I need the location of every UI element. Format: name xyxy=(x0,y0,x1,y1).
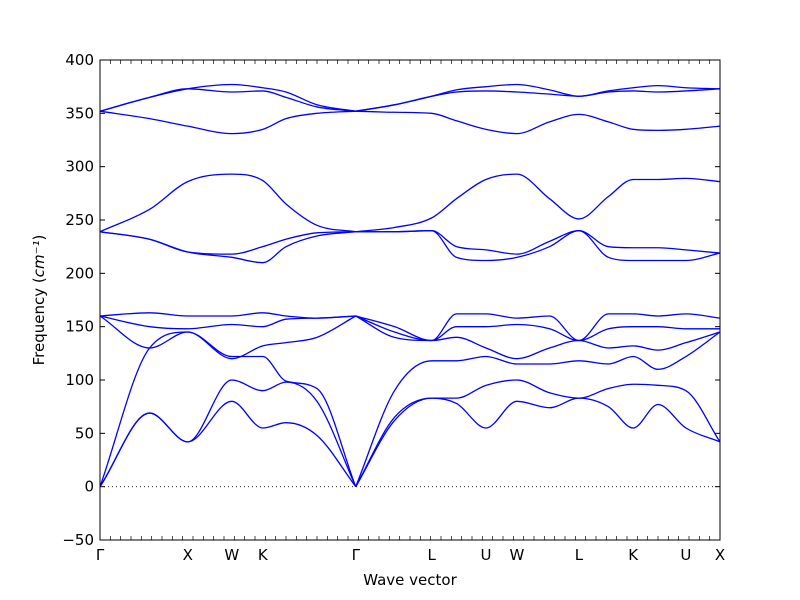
plot-frame xyxy=(99,59,721,541)
y-axis-label-unit-close: ) xyxy=(30,235,48,241)
y-tick-label: 100 xyxy=(65,371,94,389)
x-tick-label: Γ xyxy=(96,546,105,564)
x-tick-label: X xyxy=(715,546,725,564)
band-line-5 xyxy=(99,315,721,342)
band-line-11 xyxy=(99,88,721,112)
band-line-6 xyxy=(99,312,721,342)
y-tick-label: 250 xyxy=(65,211,94,229)
band-line-8 xyxy=(99,230,721,255)
x-tick-label: K xyxy=(258,546,269,564)
y-tick-label: 0 xyxy=(84,478,94,496)
y-tick-label: 150 xyxy=(65,318,94,336)
band-line-12 xyxy=(99,83,721,112)
band-line-7 xyxy=(99,230,721,264)
band-line-9 xyxy=(99,173,721,233)
y-axis-label-text: Frequency xyxy=(30,288,48,366)
band-line-2 xyxy=(99,379,721,488)
band-line-10 xyxy=(99,110,721,135)
y-tick-label: 200 xyxy=(65,264,94,282)
x-tick-label: W xyxy=(510,546,525,564)
y-tick-label: 350 xyxy=(65,104,94,122)
tick-layer: −50 0 50 100 150 200 250 300 350 400 Γ X W K Γ L U W L K U X xyxy=(62,51,725,564)
band-line-1 xyxy=(99,397,721,488)
band-line-3 xyxy=(99,331,721,487)
y-tick-label: 50 xyxy=(75,424,94,442)
y-axis-label-unit: cm⁻¹ xyxy=(30,240,48,277)
x-tick-label: Γ xyxy=(352,546,361,564)
y-axis-label: Frequency (cm⁻¹) xyxy=(30,235,48,366)
x-tick-label: X xyxy=(183,546,193,564)
x-tick-label: W xyxy=(224,546,239,564)
y-tick-label: 400 xyxy=(65,51,94,69)
x-tick-label: K xyxy=(628,546,639,564)
series-layer xyxy=(99,83,721,488)
x-tick-label: U xyxy=(680,546,691,564)
x-tick-label: L xyxy=(428,546,437,564)
x-axis-label: Wave vector xyxy=(363,571,457,589)
y-tick-label: 300 xyxy=(65,158,94,176)
x-tick-label: U xyxy=(480,546,491,564)
y-axis-label-unit-open: ( xyxy=(30,277,48,288)
y-tick-label: −50 xyxy=(62,531,94,549)
x-tick-label: L xyxy=(575,546,584,564)
